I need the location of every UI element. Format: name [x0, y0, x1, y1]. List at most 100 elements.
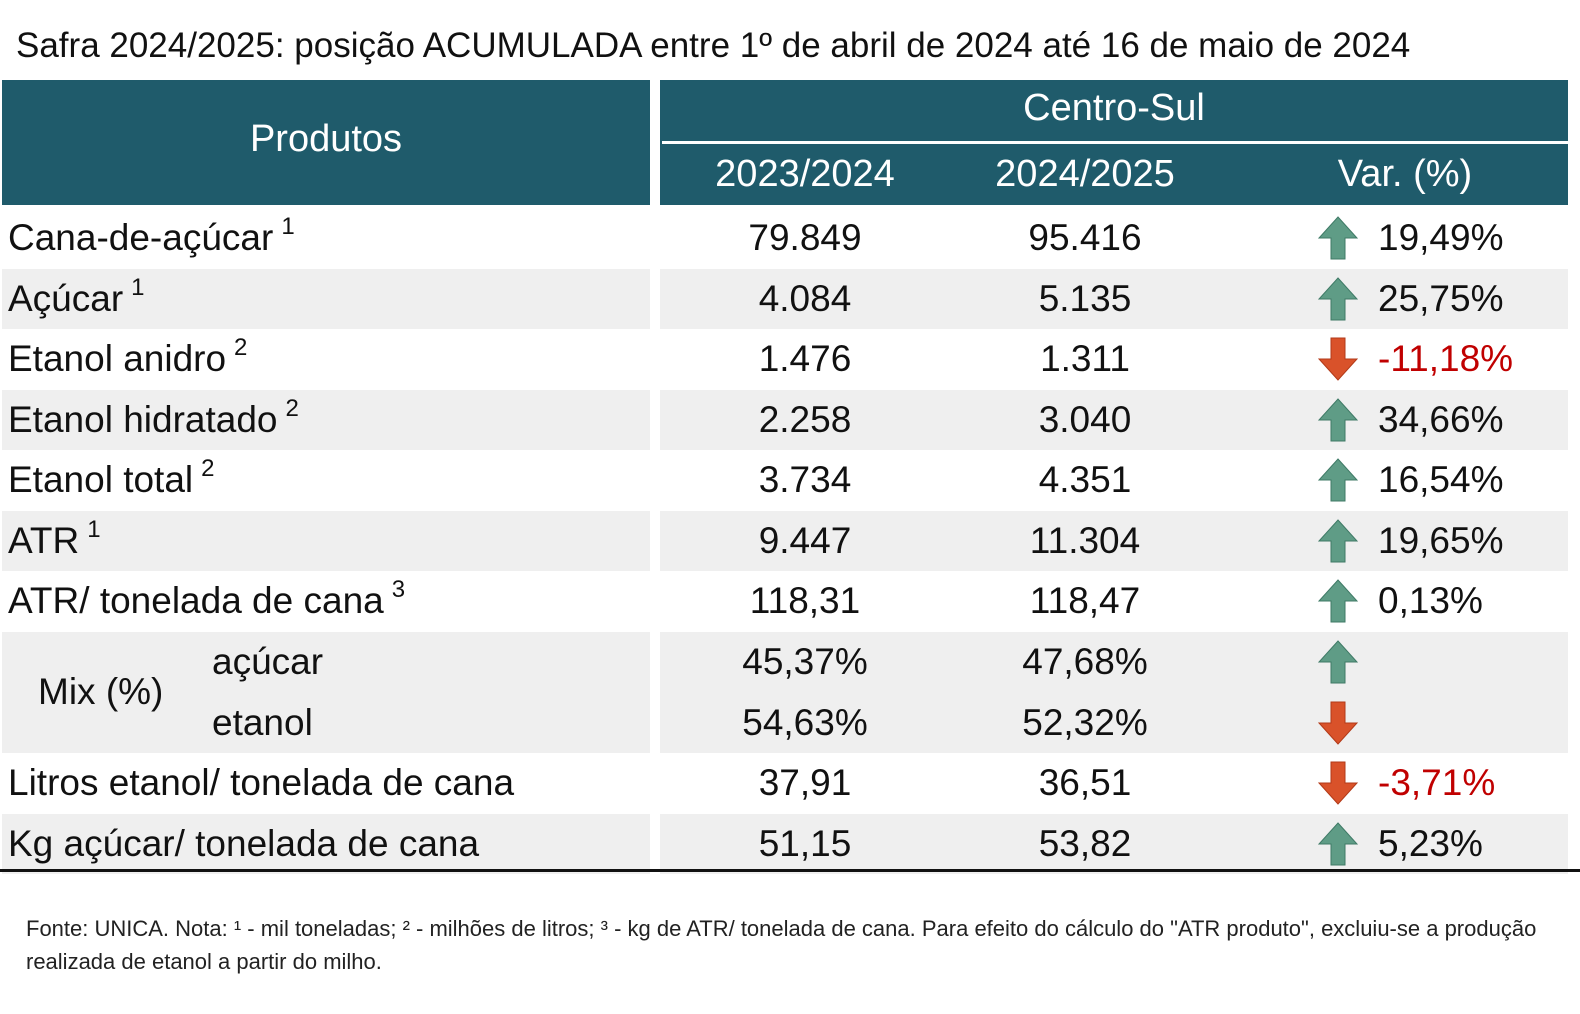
note-mark: 1 — [281, 213, 295, 240]
header-products: Produtos — [249, 118, 403, 160]
row-bg — [2, 510, 650, 571]
row-label: ATR 1 — [8, 511, 101, 576]
row-label: Etanol total 2 — [8, 450, 215, 515]
cell-value: 53,82 — [1038, 822, 1132, 864]
label-text: Cana-de-açúcar — [8, 217, 274, 258]
cell-value: 3.040 — [1038, 398, 1132, 440]
note-mark: 2 — [201, 455, 215, 482]
row-bg — [660, 329, 1568, 389]
var-value: 19,65% — [1378, 519, 1504, 561]
note-mark: 3 — [391, 576, 406, 603]
row-bg — [660, 631, 1568, 753]
row-bg — [2, 571, 650, 631]
label-text: ATR/ tonelada de cana — [8, 580, 384, 621]
row-bg — [660, 571, 1568, 631]
trend-arrow — [1318, 276, 1358, 320]
cell-value: 1.476 — [758, 338, 852, 379]
cell-value: 45,37% — [742, 640, 868, 682]
row-bg — [2, 329, 650, 389]
cell-value: 36,51 — [1038, 762, 1132, 803]
row-bg — [660, 389, 1568, 450]
cell-value: 4.084 — [758, 277, 852, 319]
var-value: 0,13% — [1378, 580, 1483, 621]
label-text: Açúcar — [8, 277, 124, 319]
sub-label: açúcar — [212, 640, 324, 682]
header-column: 2024/2025 — [995, 153, 1175, 195]
row-label: Açúcar 1 — [8, 269, 145, 334]
cell-value: 54,63% — [742, 701, 868, 743]
cell-value: 95.416 — [1028, 217, 1142, 258]
row-label: ATR/ tonelada de cana 3 — [8, 571, 405, 636]
trend-arrow — [1318, 579, 1358, 623]
var-value: 25,75% — [1378, 277, 1504, 319]
cell-value: 51,15 — [758, 822, 852, 864]
row-label: Mix (%) — [38, 670, 164, 712]
cell-value: 79.849 — [748, 217, 862, 258]
row-bg — [660, 753, 1568, 813]
row-label: Etanol hidratado 2 — [8, 390, 299, 455]
var-value: 16,54% — [1378, 459, 1504, 500]
note-mark: 2 — [234, 334, 248, 361]
trend-arrow — [1318, 639, 1358, 683]
row-bg — [2, 631, 650, 753]
var-value: -3,71% — [1378, 762, 1496, 803]
row-bg — [2, 208, 650, 268]
cell-value: 4.351 — [1038, 459, 1132, 500]
cell-value: 11.304 — [1029, 519, 1141, 561]
row-label: Etanol anidro 2 — [8, 329, 247, 394]
note-mark: 1 — [131, 273, 145, 301]
cell-value: 52,32% — [1022, 701, 1148, 743]
cell-value: 3.734 — [758, 459, 852, 500]
header-region: Centro-Sul — [1023, 87, 1205, 129]
row-label: Litros etanol/ tonelada de cana — [8, 753, 514, 813]
header-cell — [2, 80, 650, 205]
header-column: Var. (%) — [1337, 153, 1473, 195]
trend-arrow — [1318, 458, 1358, 502]
trend-arrow — [1318, 397, 1358, 441]
cell-value: 2.258 — [758, 398, 852, 440]
note-mark: 2 — [285, 394, 299, 422]
footnote: Fonte: UNICA. Nota: ¹ - mil toneladas; ²… — [26, 916, 1537, 974]
row-label: Kg açúcar/ tonelada de cana — [8, 814, 479, 874]
row-bg — [660, 268, 1568, 329]
row-bg — [2, 268, 650, 329]
trend-arrow — [1318, 216, 1358, 260]
var-value: 5,23% — [1378, 822, 1483, 864]
label-text: Kg açúcar/ tonelada de cana — [8, 822, 480, 864]
trend-arrow — [1318, 821, 1358, 865]
header-separator — [662, 141, 1568, 144]
label-text: ATR — [8, 519, 80, 561]
bottom-rule — [0, 869, 1580, 872]
row-bg — [660, 813, 1568, 874]
var-value: 19,49% — [1378, 217, 1504, 258]
row-bg — [660, 450, 1568, 510]
cell-value: 118,31 — [749, 580, 861, 621]
cell-value: 5.135 — [1038, 277, 1132, 319]
header-column: 2023/2024 — [715, 153, 895, 195]
label-text: Etanol hidratado — [8, 398, 278, 440]
label-text: Etanol total — [8, 459, 194, 500]
row-bg — [660, 510, 1568, 571]
row-bg — [2, 813, 650, 874]
cell-value: 9.447 — [758, 519, 852, 561]
row-bg — [2, 753, 650, 813]
title: Safra 2024/2025: posição ACUMULADA entre… — [16, 26, 1411, 65]
trend-arrow — [1318, 337, 1358, 381]
label-text: Etanol anidro — [8, 338, 227, 379]
cell-value: 1.311 — [1040, 338, 1130, 379]
cell-value: 37,91 — [758, 762, 852, 803]
label-text: Litros etanol/ tonelada de cana — [8, 762, 515, 803]
row-bg — [2, 389, 650, 450]
note-mark: 1 — [87, 515, 101, 543]
row-label: Cana-de-açúcar 1 — [8, 208, 295, 273]
cell-value: 47,68% — [1022, 640, 1148, 682]
var-value: -11,18% — [1378, 338, 1514, 379]
cell-value: 118,47 — [1029, 580, 1141, 621]
var-value: 34,66% — [1378, 398, 1504, 440]
row-bg — [660, 208, 1568, 268]
row-bg — [2, 450, 650, 510]
trend-arrow — [1318, 518, 1358, 562]
trend-arrow — [1318, 701, 1358, 745]
trend-arrow — [1318, 761, 1358, 805]
